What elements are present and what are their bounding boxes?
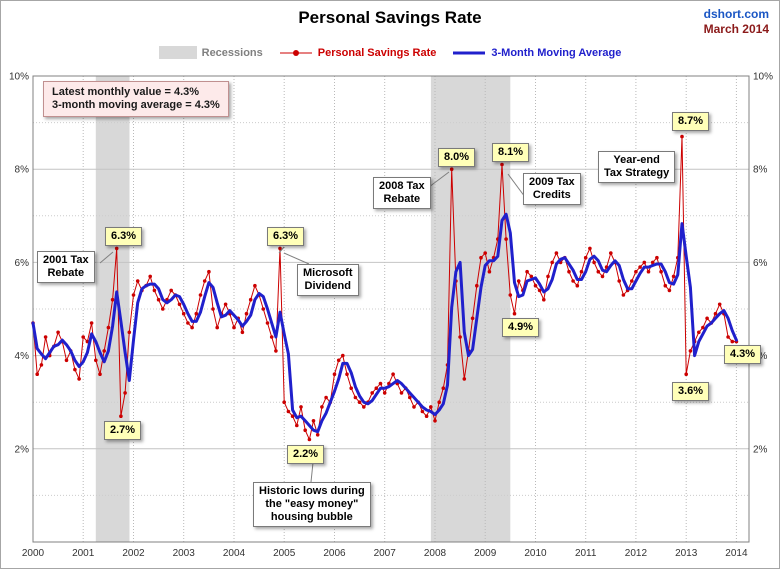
svg-text:2012: 2012 [625,548,648,559]
svg-text:10%: 10% [753,72,773,83]
chart-date: March 2014 [703,22,769,36]
svg-text:2014: 2014 [725,548,748,559]
svg-text:2005: 2005 [273,548,296,559]
svg-text:2010: 2010 [524,548,547,559]
chart-title: Personal Savings Rate [298,8,482,27]
svg-text:2013: 2013 [675,548,698,559]
y-grid-and-labels: 2% 2% 4% 4% 6% 6% 8% 8% 10% 10% [9,72,773,496]
legend-ma-label: 3-Month Moving Average [491,46,622,59]
svg-text:2%: 2% [15,444,30,455]
svg-text:2003: 2003 [173,548,196,559]
svg-text:8%: 8% [753,165,768,176]
x-grid-and-labels: 2000 2001 2002 2003 2004 2005 2006 2007 2008 2009… [22,76,748,559]
svg-text:2001: 2001 [72,548,95,559]
legend-recessions-label: Recessions [201,46,263,59]
svg-text:2002: 2002 [122,548,145,559]
svg-text:6%: 6% [15,258,30,269]
legend-psr-label: Personal Savings Rate [317,46,437,59]
svg-text:2006: 2006 [323,548,346,559]
svg-text:6%: 6% [753,258,768,269]
ma-line-marker-icon [453,51,486,54]
recession-swatch-icon [158,46,197,59]
legend: Recessions Personal Savings Rate 3-Month… [1,46,779,59]
moving-average-line [31,212,738,434]
svg-text:2%: 2% [753,444,768,455]
svg-text:2000: 2000 [22,548,45,559]
svg-text:2009: 2009 [474,548,497,559]
svg-text:10%: 10% [9,72,29,83]
psr-line-marker-icon [279,49,312,56]
svg-text:2004: 2004 [223,548,246,559]
credit: dshort.com March 2014 [704,7,769,37]
svg-text:4%: 4% [15,351,30,362]
legend-ma: 3-Month Moving Average [452,47,621,59]
legend-psr: Personal Savings Rate [279,46,437,59]
svg-text:2011: 2011 [575,548,597,559]
legend-recessions: Recessions [158,46,263,59]
source-label: dshort.com [703,7,769,21]
svg-text:2008: 2008 [424,548,447,559]
svg-text:8%: 8% [15,165,30,176]
plot-border [32,75,750,543]
svg-text:4%: 4% [753,351,768,362]
svg-text:2007: 2007 [374,548,397,559]
